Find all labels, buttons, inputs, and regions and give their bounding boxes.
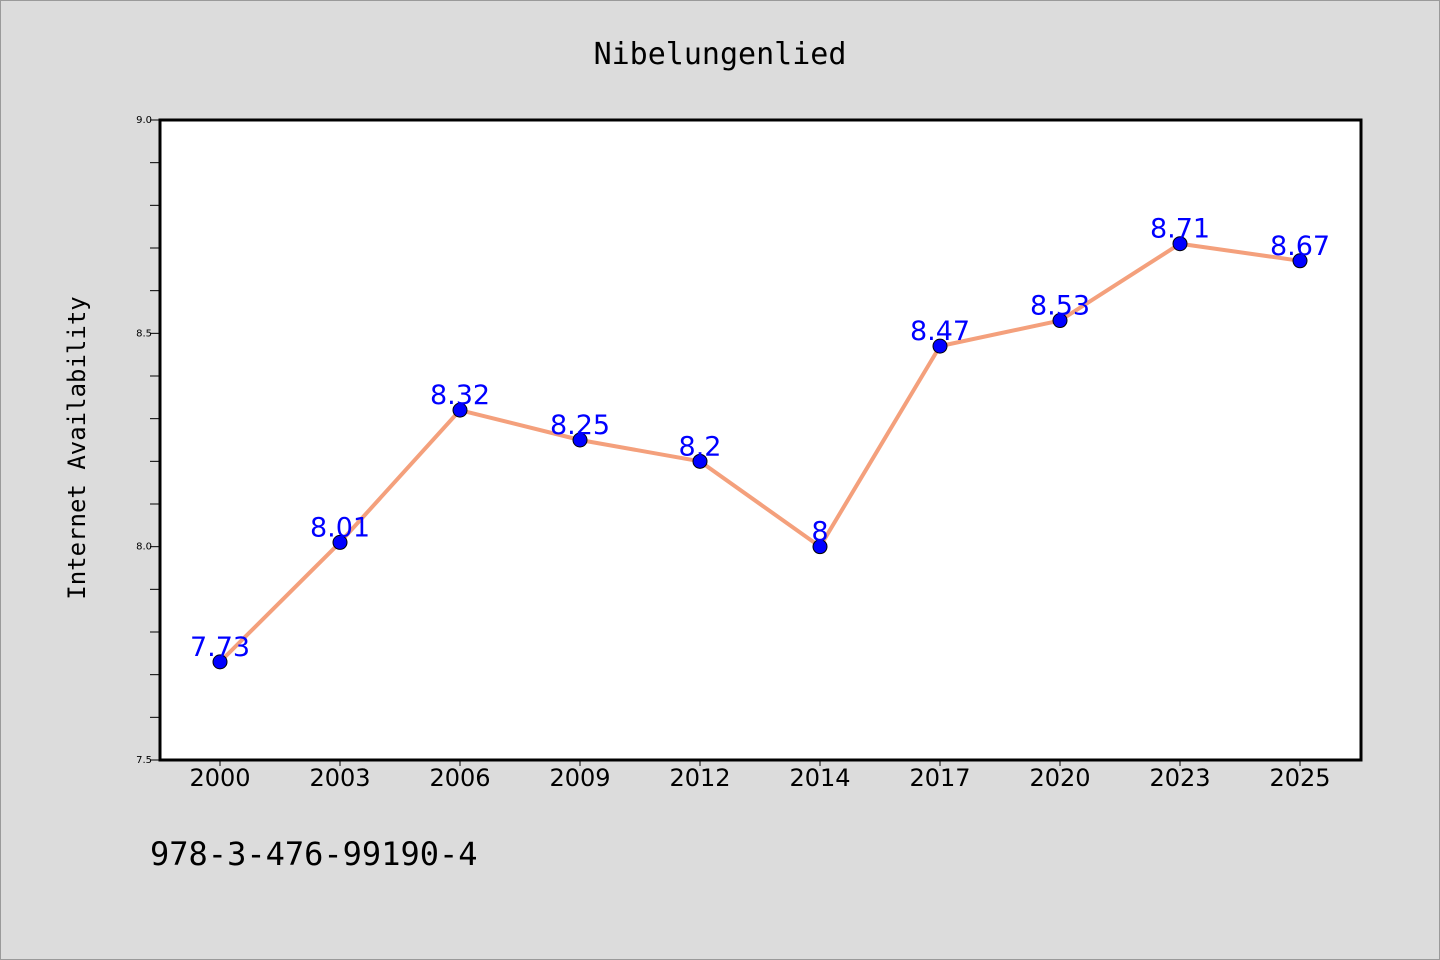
plot-area [158,118,1363,762]
x-tick-label: 2014 [789,764,850,792]
series-line [218,241,1302,664]
y-axis-ticks: 7.5 8.0 8.5 9.0 [136,115,160,766]
footer-code: 978-3-476-99190-4 [150,835,478,873]
y-tick-label: 7.5 [136,755,152,766]
data-label: 8.67 [1270,231,1330,262]
y-tick-label: 8.0 [136,542,152,553]
data-label: 8.32 [430,380,490,411]
data-label: 7.73 [190,632,250,663]
data-point [1052,313,1068,329]
x-tick-label: 2020 [1029,764,1090,792]
data-points [212,236,1308,670]
data-label: 8.71 [1150,214,1210,245]
x-tick-label: 2003 [309,764,370,792]
data-point [452,402,468,418]
x-tick-label: 2012 [669,764,730,792]
y-tick-label: 9.0 [136,115,152,126]
x-axis-ticks: 2000 2003 2006 2009 2012 2014 2017 2020 2023 2025 [189,760,1331,792]
x-tick-label: 2017 [909,764,970,792]
x-tick-label: 2000 [189,764,250,792]
y-axis-label: Internet Availability [63,296,91,599]
x-tick-label: 2009 [549,764,610,792]
data-point [212,654,228,670]
data-point [812,539,828,555]
data-point [1292,253,1308,269]
data-point [692,453,708,469]
data-label: 8 [811,517,828,548]
x-tick-label: 2025 [1269,764,1330,792]
data-labels: 7.73 8.01 8.32 8.25 8.2 8 8.47 8.53 8.71 8.67 [190,214,1330,663]
data-label: 8.25 [550,410,610,441]
x-tick-label: 2006 [429,764,490,792]
data-point [572,432,588,448]
data-point [332,534,348,550]
y-tick-label: 8.5 [136,328,152,339]
x-tick-label: 2023 [1149,764,1210,792]
chart-title: Nibelungenlied [594,37,847,72]
data-label: 8.2 [679,431,722,462]
data-label: 8.53 [1030,291,1090,322]
data-point [932,338,948,354]
data-point [1172,236,1188,252]
data-label: 8.01 [310,512,370,543]
data-label: 8.47 [910,316,970,347]
